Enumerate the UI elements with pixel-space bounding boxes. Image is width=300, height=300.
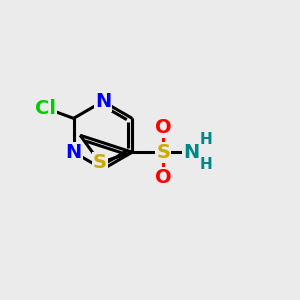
Text: O: O <box>155 168 171 187</box>
Text: Cl: Cl <box>35 98 56 118</box>
Text: N: N <box>183 143 199 162</box>
Text: S: S <box>93 153 107 172</box>
Text: O: O <box>155 118 171 137</box>
Text: S: S <box>156 143 170 162</box>
Text: H: H <box>200 157 212 172</box>
Text: N: N <box>95 92 111 111</box>
Text: H: H <box>200 132 212 147</box>
Text: N: N <box>65 143 82 162</box>
